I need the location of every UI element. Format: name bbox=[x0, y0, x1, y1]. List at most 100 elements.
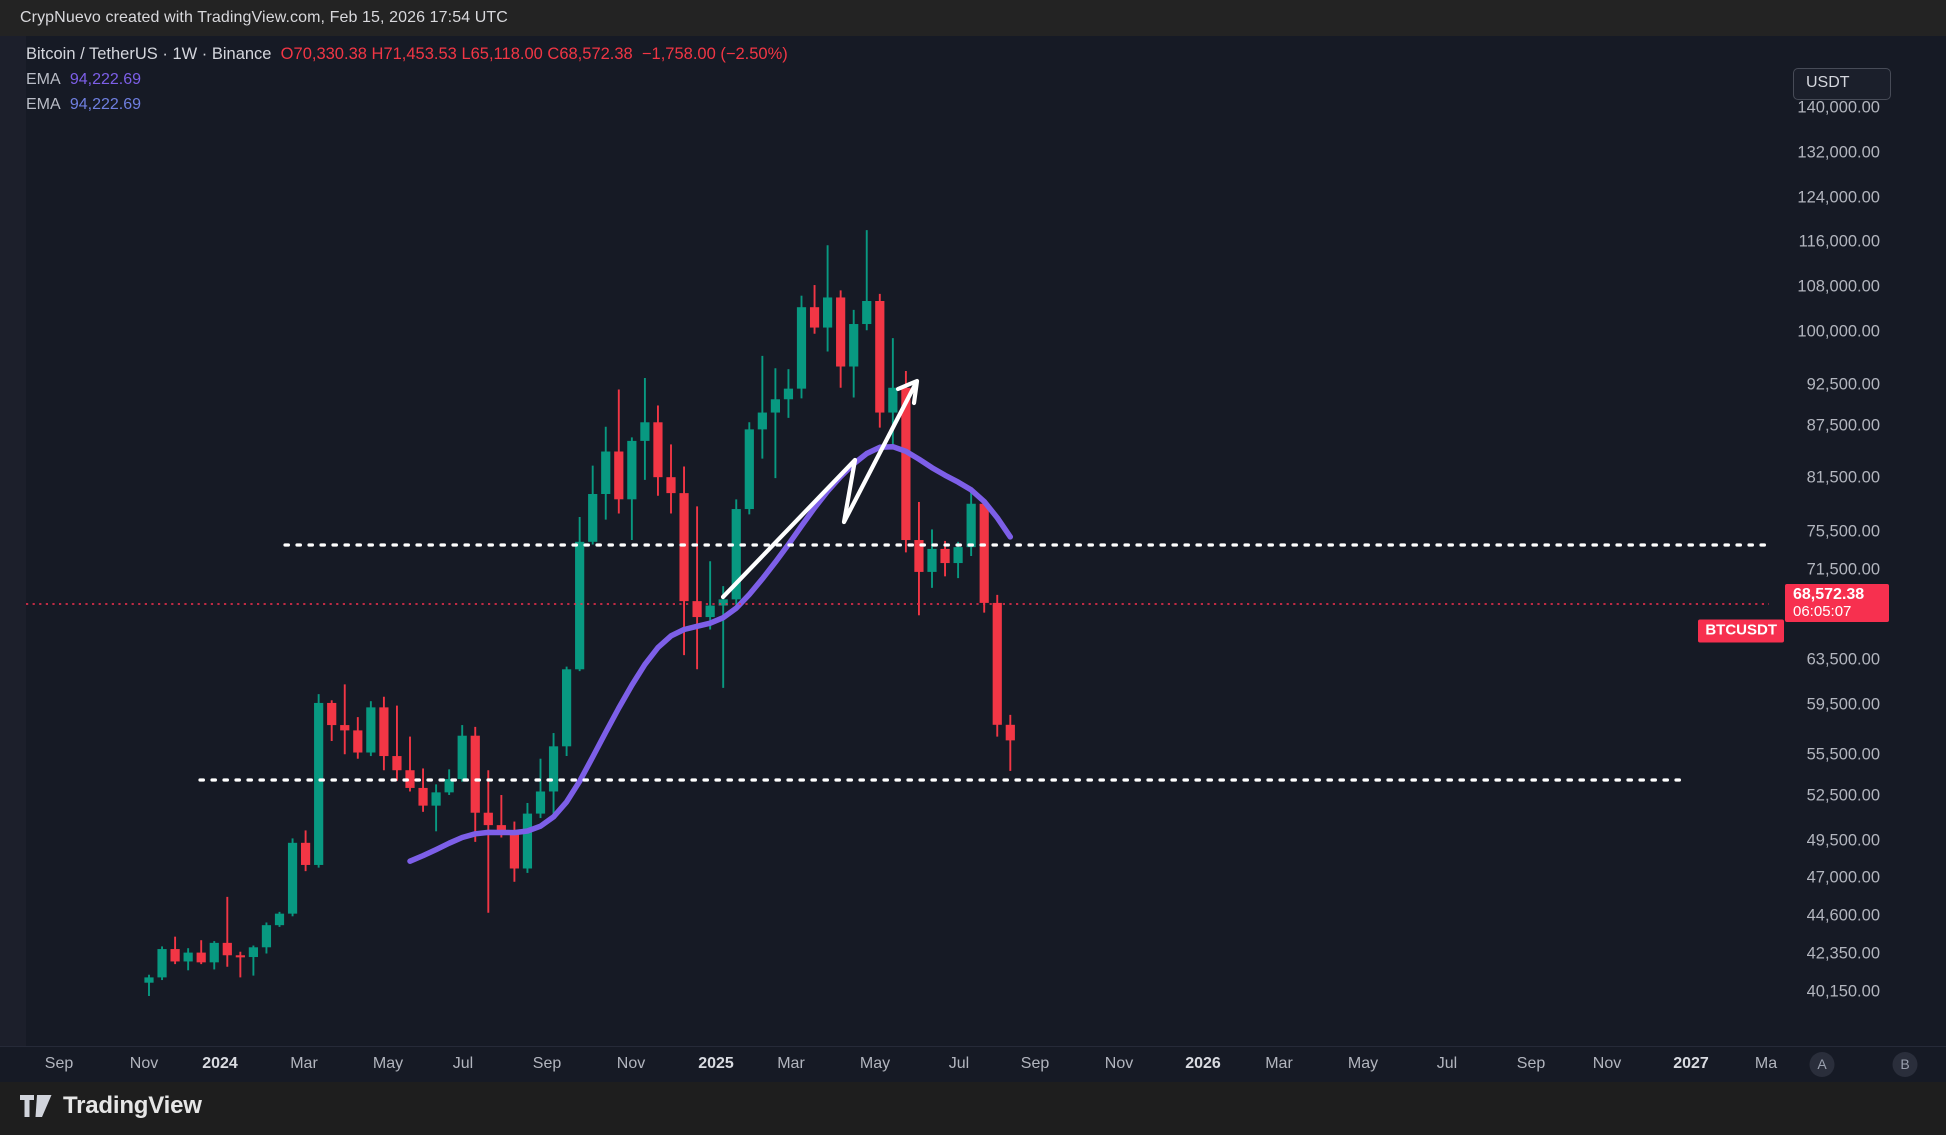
candle-body bbox=[222, 942, 232, 956]
time-tick: Sep bbox=[1020, 1055, 1050, 1072]
candle-body bbox=[301, 842, 311, 865]
candle-body bbox=[809, 307, 820, 328]
candle-body bbox=[692, 601, 702, 618]
candle-body bbox=[196, 952, 206, 963]
candle-body bbox=[953, 547, 963, 564]
price-tick: 47,000.00 bbox=[1806, 868, 1880, 887]
currency-chip[interactable]: USDT bbox=[1793, 68, 1891, 100]
legend-timeframe[interactable]: 1W bbox=[172, 45, 198, 63]
price-tick: 132,000.00 bbox=[1797, 143, 1880, 162]
legend-ema-row-1[interactable]: EMA 94,222.69 bbox=[26, 67, 788, 92]
price-tick: 100,000.00 bbox=[1797, 322, 1880, 341]
time-tick: Nov bbox=[1104, 1055, 1134, 1072]
legend-high-value: 71,453.53 bbox=[383, 45, 457, 63]
candle-body bbox=[314, 702, 324, 865]
candle-body bbox=[496, 825, 506, 834]
legend-ema-1-name: EMA bbox=[26, 71, 61, 89]
symbol-price-tag: BTCUSDT bbox=[1698, 619, 1784, 643]
current-price-badge[interactable]: 68,572.38 06:05:07 bbox=[1785, 584, 1889, 622]
candle-body bbox=[157, 949, 167, 978]
price-pane[interactable] bbox=[26, 36, 1769, 1016]
legend-open-label: O bbox=[280, 45, 294, 63]
time-axis-button-label: B bbox=[1900, 1056, 1910, 1072]
legend-close-value: 68,572.38 bbox=[559, 45, 633, 63]
price-tick: 92,500.00 bbox=[1806, 375, 1880, 394]
legend-symbol-row[interactable]: Bitcoin / TetherUS · 1W · Binance O70,33… bbox=[26, 42, 788, 67]
legend-ema-2-value: 94,222.69 bbox=[69, 96, 142, 114]
price-tick: 59,500.00 bbox=[1806, 695, 1880, 714]
candle-body bbox=[718, 599, 728, 606]
time-tick: Ma bbox=[1754, 1055, 1778, 1072]
price-scale[interactable]: USDT 140,000.00 132,000.00 124,000.00 116,0… bbox=[1769, 36, 1946, 1016]
price-tick: 140,000.00 bbox=[1797, 98, 1880, 117]
price-tick: 108,000.00 bbox=[1797, 277, 1880, 296]
candle-body bbox=[653, 422, 663, 478]
candlestick-plot[interactable] bbox=[26, 36, 1769, 1016]
candle-body bbox=[770, 399, 780, 413]
candle-body bbox=[757, 412, 767, 430]
candle-body bbox=[248, 947, 258, 958]
attribution-bar: CrypNuevo created with TradingView.com, … bbox=[0, 0, 1946, 36]
time-tick: Nov bbox=[129, 1055, 159, 1072]
symbol-price-tag-label: BTCUSDT bbox=[1705, 621, 1777, 639]
legend-ema-2-name: EMA bbox=[26, 96, 61, 114]
legend-ema-1-value: 94,222.69 bbox=[69, 71, 142, 89]
candle-body bbox=[823, 297, 833, 328]
time-scale[interactable]: Sep Nov 2024 Mar May Jul Sep Nov 2025 Mar May Jul Se… bbox=[0, 1046, 1946, 1084]
price-tick: 63,500.00 bbox=[1806, 650, 1880, 669]
legend-change: −1,758.00 (−2.50%) bbox=[641, 45, 788, 63]
legend-close-label: C bbox=[547, 45, 560, 63]
candle-body bbox=[235, 955, 245, 958]
tradingview-logo[interactable]: TradingView bbox=[20, 1092, 202, 1120]
time-tick: Sep bbox=[532, 1055, 562, 1072]
price-tick: 40,150.00 bbox=[1806, 982, 1880, 1001]
candle-body bbox=[679, 493, 689, 602]
candle-body bbox=[170, 949, 180, 962]
time-tick: Mar bbox=[290, 1055, 318, 1072]
candle-body bbox=[914, 540, 924, 572]
time-axis-button[interactable]: B bbox=[1892, 1052, 1918, 1077]
candle-body bbox=[144, 977, 154, 983]
tradingview-wordmark: TradingView bbox=[63, 1092, 202, 1119]
candle-body bbox=[327, 702, 337, 726]
price-tick: 81,500.00 bbox=[1806, 468, 1880, 487]
time-tick: Jul bbox=[452, 1055, 474, 1072]
candle-body bbox=[836, 297, 846, 367]
candle-body bbox=[366, 707, 376, 753]
price-tick: 44,600.00 bbox=[1806, 906, 1880, 925]
candle-body bbox=[274, 913, 285, 926]
time-tick: 2026 bbox=[1185, 1055, 1221, 1072]
candle-body bbox=[470, 735, 480, 813]
price-tick: 116,000.00 bbox=[1798, 232, 1880, 251]
time-tick: Sep bbox=[44, 1055, 74, 1072]
candle-body bbox=[640, 422, 650, 441]
legend-exchange[interactable]: Binance bbox=[211, 45, 272, 63]
candle-body bbox=[431, 792, 441, 806]
candle-body bbox=[209, 942, 219, 963]
time-tick: 2027 bbox=[1673, 1055, 1709, 1072]
legend-open-value: 70,330.38 bbox=[293, 45, 367, 63]
candle-body bbox=[287, 842, 298, 914]
time-tick: Nov bbox=[1592, 1055, 1622, 1072]
price-tick: 75,500.00 bbox=[1806, 522, 1880, 541]
candle-body bbox=[379, 707, 389, 757]
legend-ema-row-2[interactable]: EMA 94,222.69 bbox=[26, 92, 788, 117]
candle-body bbox=[575, 541, 585, 670]
chart-legend: Bitcoin / TetherUS · 1W · Binance O70,33… bbox=[26, 42, 788, 118]
legend-symbol[interactable]: Bitcoin / TetherUS bbox=[26, 45, 158, 63]
candle-body bbox=[927, 548, 937, 572]
time-tick: May bbox=[1347, 1055, 1379, 1072]
time-axis-button-label: A bbox=[1817, 1056, 1827, 1072]
time-axis-button[interactable]: A bbox=[1809, 1052, 1835, 1077]
candle-body bbox=[940, 548, 950, 564]
candle-body bbox=[405, 770, 415, 788]
time-tick: 2024 bbox=[202, 1055, 238, 1072]
projection-arrow[interactable] bbox=[720, 378, 920, 600]
candle-body bbox=[666, 477, 676, 494]
candle-body bbox=[875, 301, 885, 413]
time-tick: May bbox=[372, 1055, 404, 1072]
price-tick: 42,350.00 bbox=[1806, 944, 1880, 963]
candle-body bbox=[457, 735, 467, 780]
current-price-countdown: 06:05:07 bbox=[1793, 603, 1852, 620]
